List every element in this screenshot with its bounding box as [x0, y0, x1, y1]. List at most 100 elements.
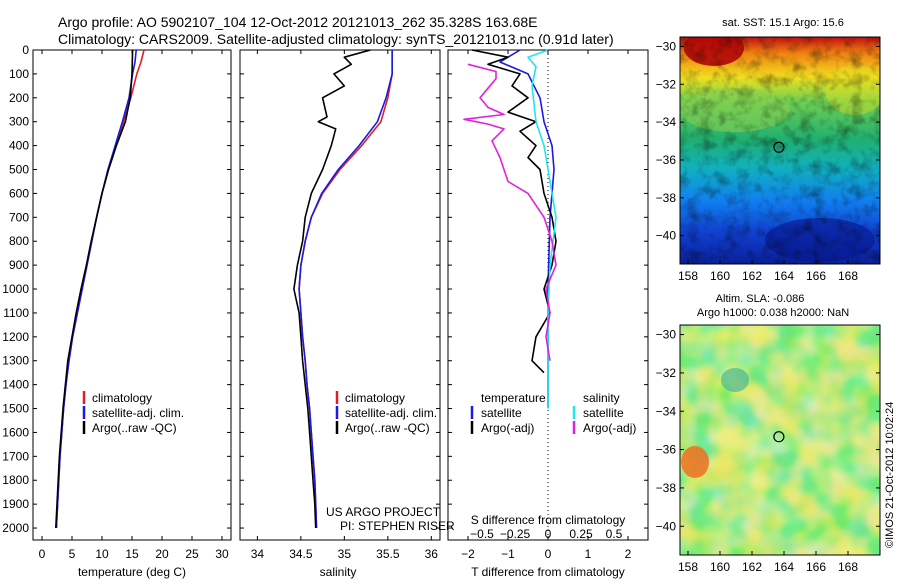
map-x-tick-label: 158 — [678, 560, 698, 574]
map-y-tick-label: −30 — [656, 328, 677, 342]
depth-tick-label: 900 — [9, 258, 29, 272]
x-tick-label: 25 — [185, 547, 199, 561]
x-tick-label: 15 — [125, 547, 139, 561]
depth-tick-label: 200 — [9, 91, 29, 105]
x-tick-label: −1 — [501, 547, 515, 561]
series-line — [293, 49, 371, 529]
project-annotation-line-1: US ARGO PROJECT — [326, 505, 441, 519]
map-y-tick-label: −34 — [656, 404, 677, 418]
sla-map-frame — [679, 324, 881, 556]
x-tick-label: 35.5 — [376, 547, 400, 561]
map-x-tick-label: 164 — [774, 560, 794, 574]
x-tick-label: 35 — [338, 547, 352, 561]
depth-tick-label: 500 — [9, 163, 29, 177]
series-line — [55, 49, 134, 529]
sst-map-frame — [679, 36, 881, 265]
map-y-tick-label: −38 — [656, 191, 677, 205]
temperature-series — [55, 49, 145, 529]
map-y-tick-label: −32 — [656, 366, 677, 380]
temperature-xlabel: temperature (deg C) — [78, 565, 186, 579]
temperature-x-ticks: 0 5 10 15 20 25 30 — [39, 50, 229, 561]
depth-axis: 0 100 200 300 400 500 600 700 800 900 1000 1100 1200… — [2, 43, 648, 535]
map-x-tick-label: 168 — [838, 560, 858, 574]
map-y-tick-label: −30 — [656, 39, 677, 53]
salinity-axes — [239, 49, 441, 541]
x-tick-label: 0 — [545, 547, 552, 561]
title-line-2: Climatology: CARS2009. Satellite-adjuste… — [58, 31, 614, 47]
map-y-tick-label: −40 — [656, 229, 677, 243]
sst-map — [680, 37, 880, 264]
sla-field — [680, 325, 880, 555]
difference-series — [463, 49, 557, 409]
legend-title-salinity: salinity — [583, 391, 620, 405]
sla-map — [680, 325, 880, 555]
legend-label-climatology: climatology — [345, 391, 405, 405]
map-x-tick-label: 160 — [710, 269, 730, 283]
depth-tick-label: 1600 — [2, 425, 29, 439]
x-tick-label: −2 — [461, 547, 475, 561]
map-y-tick-label: −34 — [656, 115, 677, 129]
map-x-tick-label: 162 — [742, 269, 762, 283]
depth-tick-label: 400 — [9, 139, 29, 153]
s-tick-label: 0.5 — [606, 527, 623, 541]
sla-low-patch — [721, 368, 749, 392]
legend-label-argo: Argo(..raw -QC) — [345, 421, 430, 435]
legend-label-s-satellite: satellite — [583, 406, 624, 420]
depth-tick-label: 1300 — [2, 354, 29, 368]
sla-map-title: Altim. SLA: -0.086 — [716, 293, 805, 305]
map-x-tick-label: 162 — [742, 560, 762, 574]
title-line-1: Argo profile: AO 5902107_104 12-Oct-2012… — [58, 14, 538, 30]
salinity-x-ticks: 34 34.5 35 35.5 36 — [251, 50, 439, 561]
sst-map-title: sat. SST: 15.1 Argo: 15.6 — [722, 17, 844, 29]
depth-tick-label: 1500 — [2, 402, 29, 416]
depth-tick-label: 1800 — [2, 473, 29, 487]
sla-high-patch — [681, 446, 709, 478]
series-line — [298, 50, 394, 529]
x-tick-label: 34.5 — [289, 547, 313, 561]
map-y-tick-label: −36 — [656, 153, 677, 167]
legend-label-satellite: satellite-adj. clim. — [345, 406, 437, 420]
map-y-tick-label: −32 — [656, 77, 677, 91]
sst-map-ticks: 158 160 162 164 166 168 −30 −32 −34 −36 −38 −40 — [656, 39, 880, 283]
map-y-tick-label: −38 — [656, 481, 677, 495]
x-tick-label: 0 — [39, 547, 46, 561]
salinity-xlabel: salinity — [320, 565, 357, 579]
temperature-axes — [32, 49, 232, 541]
series-line — [499, 49, 555, 409]
legend-label-t-argo: Argo(-adj) — [481, 421, 534, 435]
x-tick-label: 20 — [155, 547, 169, 561]
salinity-legend: climatology satellite-adj. clim. Argo(..… — [335, 391, 437, 435]
depth-tick-label: 600 — [9, 186, 29, 200]
x-tick-label: 5 — [69, 547, 76, 561]
salinity-series — [293, 49, 394, 529]
difference-legend: temperature salinity satellite Argo(-adj… — [470, 391, 636, 435]
x-tick-label: 34 — [251, 547, 265, 561]
project-annotation-line-2: PI: STEPHEN RISER — [340, 519, 455, 533]
depth-tick-label: 100 — [9, 67, 29, 81]
series-line — [463, 63, 557, 361]
legend-label-satellite: satellite-adj. clim. — [92, 406, 184, 420]
x-tick-label: 36 — [425, 547, 439, 561]
s-tick-label: −0.25 — [500, 527, 531, 541]
map-x-tick-label: 164 — [774, 269, 794, 283]
legend-label-argo: Argo(..raw -QC) — [92, 421, 177, 435]
difference-x-ticks: −2 −1 0 1 2 −0.5 −0.25 0 0.25 0.5 — [461, 50, 632, 561]
map-x-tick-label: 160 — [710, 560, 730, 574]
map-x-tick-label: 168 — [838, 269, 858, 283]
x-tick-label: 1 — [585, 547, 592, 561]
map-x-tick-label: 158 — [678, 269, 698, 283]
x-tick-label: 30 — [215, 547, 229, 561]
credit-text: ©IMOS 21-Oct-2012 10:02:24 — [884, 402, 896, 548]
map-y-tick-label: −36 — [656, 443, 677, 457]
depth-tick-label: 1700 — [2, 449, 29, 463]
temperature-legend: climatology satellite-adj. clim. Argo(..… — [82, 391, 184, 435]
depth-tick-label: 1900 — [2, 497, 29, 511]
depth-tick-label: 1100 — [3, 306, 29, 320]
depth-tick-label: 2000 — [2, 521, 29, 535]
legend-label-t-satellite: satellite — [481, 406, 522, 420]
legend-label-climatology: climatology — [92, 391, 152, 405]
depth-tick-label: 1200 — [2, 330, 29, 344]
map-x-tick-label: 166 — [806, 560, 826, 574]
difference-t-xlabel: T difference from climatology — [471, 565, 625, 579]
legend-title-temperature: temperature — [481, 391, 546, 405]
